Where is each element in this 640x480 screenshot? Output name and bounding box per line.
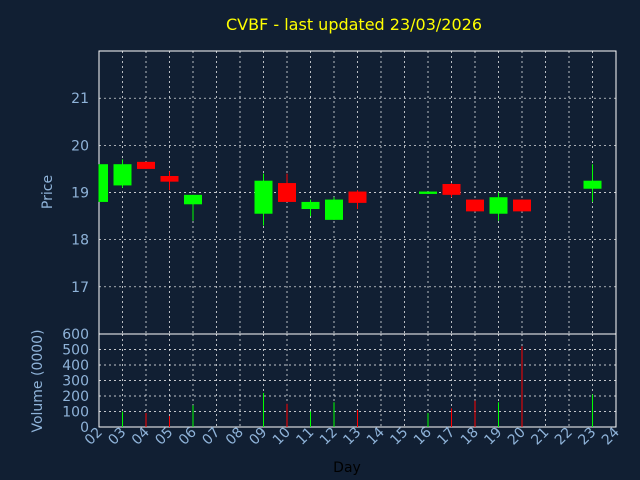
x-tick-label: 23 <box>575 425 599 449</box>
x-tick-label: 19 <box>481 425 505 449</box>
volume-tick-label: 500 <box>62 343 89 359</box>
x-tick-label: 10 <box>270 425 294 449</box>
candle-body <box>348 191 367 203</box>
candle-body <box>442 184 461 195</box>
volume-tick-label: 400 <box>62 358 89 374</box>
x-tick-label: 21 <box>528 425 552 449</box>
x-tick-label: 06 <box>176 424 200 448</box>
volume-tick-label: 600 <box>62 327 89 343</box>
price-tick-label: 17 <box>71 280 89 296</box>
price-tick-label: 18 <box>71 233 89 249</box>
x-tick-label: 11 <box>293 425 317 449</box>
volume-tick-label: 300 <box>62 374 89 390</box>
x-tick-label: 03 <box>105 425 129 449</box>
x-tick-label: 04 <box>129 424 153 448</box>
x-tick-label: 24 <box>599 424 623 448</box>
x-tick-label: 22 <box>552 425 576 449</box>
price-tick-label: 21 <box>71 91 89 107</box>
x-tick-label: 09 <box>246 425 270 449</box>
candle-body <box>583 180 602 189</box>
candle-body <box>489 197 508 214</box>
x-tick-label: 07 <box>199 425 223 449</box>
candle-body <box>184 194 202 205</box>
volume-tick-label: 100 <box>62 405 89 421</box>
volume-tick-label: 200 <box>62 389 89 405</box>
x-tick-label: 15 <box>387 425 411 449</box>
candle-body <box>160 175 179 182</box>
chart-title: CVBF - last updated 23/03/2026 <box>226 15 482 34</box>
candle-body <box>513 199 531 212</box>
x-axis-label: Day <box>333 460 361 476</box>
x-tick-label: 17 <box>434 425 458 449</box>
candle-body <box>254 180 273 214</box>
volume-axis-label: Volume (0000) <box>30 329 46 432</box>
candle-body <box>137 161 155 169</box>
price-panel: 17 18 19 20 21 <box>71 50 617 335</box>
candle-body <box>99 164 108 202</box>
x-tick-label: 13 <box>340 425 364 449</box>
x-tick-label: 12 <box>317 425 341 449</box>
price-axis-label: Price <box>40 175 56 209</box>
candle-body <box>325 199 343 220</box>
candle-body <box>419 191 437 194</box>
price-tick-label: 20 <box>71 138 89 154</box>
candle-body <box>113 164 132 186</box>
x-tick-label: 16 <box>411 424 435 448</box>
x-tick-label: 05 <box>152 425 176 449</box>
price-tick-label: 19 <box>71 186 89 202</box>
volume-tick-label: 0 <box>80 420 89 436</box>
x-tick-label: 08 <box>223 425 247 449</box>
candle-body <box>301 201 320 210</box>
x-tick-label: 18 <box>458 425 482 449</box>
x-tick-label: 14 <box>364 424 388 448</box>
candle-body <box>466 199 484 212</box>
x-tick-label: 20 <box>505 425 529 449</box>
candle-body <box>278 183 296 202</box>
